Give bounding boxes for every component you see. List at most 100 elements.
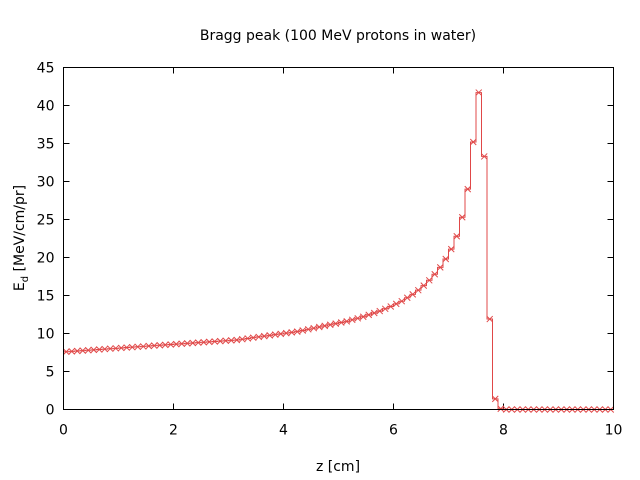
data-point-marker [343,317,351,325]
data-point-marker [216,337,224,345]
data-point-marker [200,338,208,346]
series-line [63,92,614,410]
x-tick-label: 0 [59,423,68,439]
data-point-marker [233,336,241,344]
y-tick-label: 0 [46,403,55,419]
data-point-marker [222,337,230,345]
data-point-marker [464,185,472,193]
data-point-marker [288,329,296,336]
data-point-marker [326,321,334,329]
data-point-marker [255,333,263,341]
chart-title: Bragg peak (100 MeV protons in water) [200,28,476,44]
data-point-marker [486,315,494,323]
y-axis-label-rest: [MeV/cm/pr] [12,185,28,276]
data-point-marker [134,343,142,351]
data-point-marker [442,255,450,263]
data-point-marker [62,348,70,356]
x-tick-label: 6 [389,423,398,439]
data-point-marker [332,320,340,327]
data-point-marker [205,338,213,346]
data-point-marker [469,138,477,146]
y-tick-label: 45 [37,61,55,77]
data-point-marker [403,294,411,302]
data-point-marker [277,330,285,338]
data-point-marker [370,309,378,317]
data-point-marker [266,332,274,339]
data-point-marker [310,324,318,332]
data-point-marker [101,345,109,353]
data-point-marker [436,264,444,271]
data-point-marker [172,340,180,348]
y-tick-label: 15 [37,289,55,305]
y-tick-label: 20 [37,251,55,267]
data-point-marker [293,328,301,335]
axes: 0 2 4 6 8 10 0 5 10 15 20 25 30 35 40 45 [37,61,623,439]
data-point-marker [271,331,279,338]
data-point-marker [145,342,153,350]
data-point-marker [491,395,499,403]
data-point-marker [420,282,428,289]
data-point-marker [425,276,433,284]
data-point-marker [150,342,158,350]
data-point-marker [475,89,483,96]
data-point-marker [282,329,290,337]
data-point-marker [84,346,92,354]
data-point-marker [167,341,175,348]
data-point-marker [183,340,191,347]
data-point-marker [321,322,329,330]
data-point-marker [458,213,466,221]
data-point-marker [304,325,312,333]
x-tick-label: 4 [279,423,288,439]
data-point-marker [117,344,125,352]
data-point-marker [337,319,345,326]
data-point-marker [497,405,505,413]
y-axis-label: Ed [MeV/cm/pr] [12,185,31,291]
data-point-marker [90,346,98,354]
plot-frame [63,67,614,410]
data-point-marker [128,343,136,351]
data-point-marker [112,344,120,352]
data-point-marker [95,346,103,353]
data-point-marker [365,311,373,319]
plot-area [62,89,615,413]
data-point-marker [392,300,400,308]
data-point-marker [123,344,131,351]
data-point-marker [194,339,202,346]
x-tick-label: 8 [499,423,508,439]
x-tick-label: 2 [169,423,178,439]
data-point-marker [139,343,147,350]
data-point-marker [414,286,422,294]
data-point-marker [409,291,417,298]
y-tick-label: 25 [37,213,55,229]
data-point-marker [398,297,406,305]
data-point-marker [381,305,389,313]
data-point-marker [359,313,367,321]
y-tick-label: 35 [37,137,55,153]
data-point-marker [431,270,439,278]
data-point-marker [315,323,323,331]
y-tick-label: 5 [46,365,55,381]
data-point-marker [156,341,164,349]
data-point-marker [244,335,252,342]
data-point-marker [161,341,169,349]
data-point-marker [238,335,246,343]
data-point-marker [480,153,488,160]
y-axis-label-sub: d [20,276,31,282]
data-point-marker [348,316,356,324]
y-tick-label: 10 [37,327,55,343]
y-tick-label: 30 [37,175,55,191]
data-point-marker [68,348,76,355]
data-point-marker [249,334,257,342]
data-point-marker [447,245,455,253]
x-axis-label: z [cm] [316,459,360,475]
data-point-marker [189,339,197,347]
data-point-marker [106,345,114,353]
data-point-marker [73,347,81,355]
data-point-marker [178,340,186,348]
data-point-marker [387,303,395,310]
x-tick-label: 10 [605,423,623,439]
data-point-marker [299,327,307,334]
y-axis-label-main: E [12,282,28,291]
data-point-marker [79,347,87,354]
